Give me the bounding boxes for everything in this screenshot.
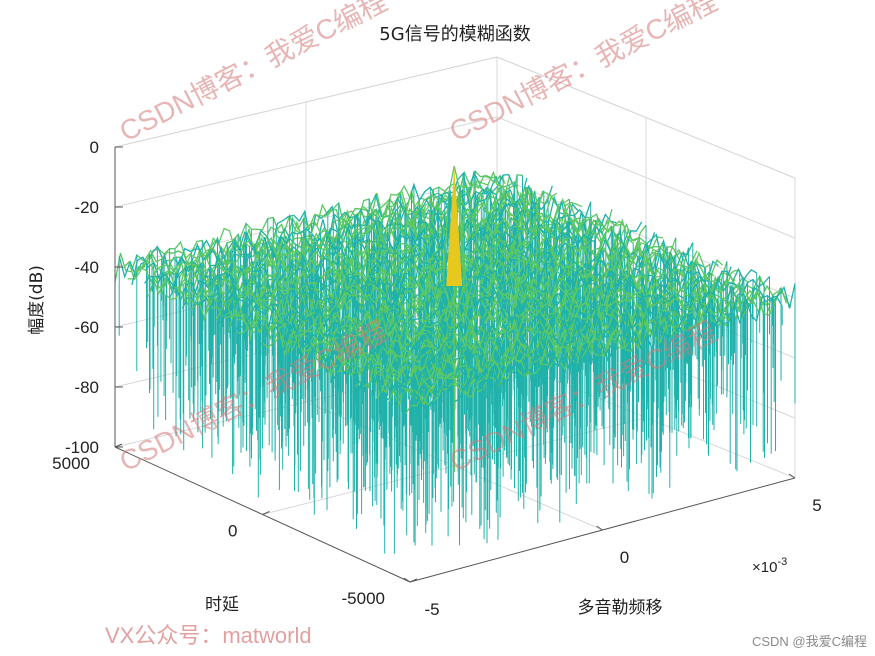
surface-row xyxy=(143,177,528,291)
x-tick xyxy=(596,525,603,531)
surface-row xyxy=(363,275,749,388)
surface-row xyxy=(396,287,783,401)
z-tick-label: -40 xyxy=(74,258,99,277)
surface-row xyxy=(224,213,609,328)
y-tick-label: 5000 xyxy=(52,454,90,473)
surface-row xyxy=(249,218,634,341)
surface-row xyxy=(333,260,719,379)
x-tick xyxy=(403,577,411,583)
surface-row xyxy=(371,268,758,392)
surface-row xyxy=(194,200,579,312)
watermark-vx: VX公众号：matworld xyxy=(105,623,312,648)
y-axis-label: 时延 xyxy=(205,595,239,615)
z-axis-label: 幅度(dB) xyxy=(27,265,47,335)
surface-mesh xyxy=(114,165,796,554)
surface-row xyxy=(156,185,541,288)
y-tick-label: 0 xyxy=(228,522,237,541)
z-tick-label: -20 xyxy=(74,198,99,217)
surface-row xyxy=(405,287,792,414)
x-exponent: ×10-3 xyxy=(752,556,787,576)
z-tick-label: 0 xyxy=(90,138,99,157)
x-tick-label: 5 xyxy=(812,496,821,515)
z-tick-label: -60 xyxy=(74,318,99,337)
surface-row xyxy=(211,218,596,318)
z-tick-label: -100 xyxy=(65,438,99,457)
surface-row xyxy=(354,269,740,387)
x-tick-label: 0 xyxy=(620,548,629,567)
surface-row xyxy=(202,202,587,321)
peak-spike xyxy=(446,166,463,286)
y-tick-label: -5000 xyxy=(342,589,385,608)
y-tick xyxy=(114,443,123,448)
surface-row xyxy=(148,181,532,297)
footer-credit: CSDN @我爱C编程 xyxy=(751,634,867,649)
z-tick-label: -80 xyxy=(74,378,99,397)
x-tick xyxy=(788,473,796,479)
chart-title: 5G信号的模糊函数 xyxy=(379,24,530,45)
surface-row xyxy=(409,283,796,411)
surface-row xyxy=(384,276,770,402)
surface-row xyxy=(219,211,604,331)
surface-row xyxy=(342,261,728,378)
y-tick xyxy=(262,511,270,515)
x-axis-label: 多音勒频移 xyxy=(578,598,663,618)
surface-row xyxy=(266,193,651,334)
surface-row xyxy=(316,257,702,372)
x-tick-label: -5 xyxy=(424,600,439,619)
y-tick xyxy=(409,578,418,583)
